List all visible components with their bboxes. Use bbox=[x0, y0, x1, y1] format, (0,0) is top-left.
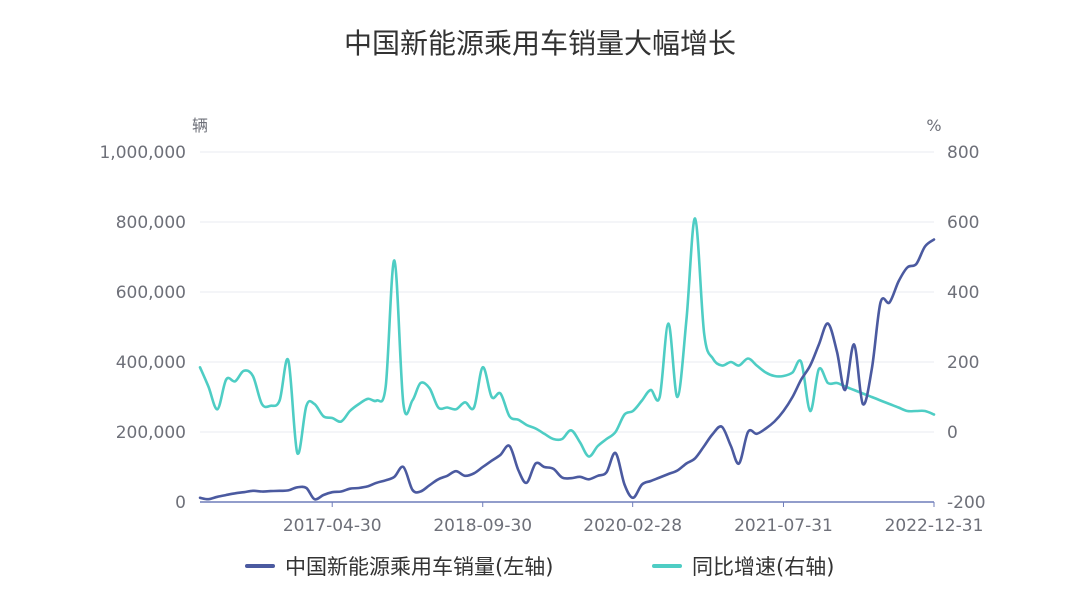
legend-label-growth: 同比增速(右轴) bbox=[692, 555, 835, 579]
legend-swatch-growth bbox=[652, 564, 682, 568]
right-tick-label: 600 bbox=[947, 213, 979, 233]
legend: 中国新能源乘用车销量(左轴) 同比增速(右轴) bbox=[0, 551, 1080, 583]
legend-item-sales[interactable]: 中国新能源乘用车销量(左轴) bbox=[245, 551, 553, 581]
x-tick-label: 2021-07-31 bbox=[734, 516, 833, 536]
left-tick-label: 800,000 bbox=[116, 213, 186, 233]
left-tick-label: 0 bbox=[175, 493, 186, 513]
right-tick-label: 400 bbox=[947, 283, 979, 303]
left-tick-label: 200,000 bbox=[116, 423, 186, 443]
x-tick-label: 2020-02-28 bbox=[583, 516, 682, 536]
right-tick-label: 0 bbox=[947, 423, 958, 443]
right-tick-label: -200 bbox=[947, 493, 986, 513]
legend-item-growth[interactable]: 同比增速(右轴) bbox=[652, 551, 834, 581]
x-axis: 2017-04-30 2018-09-30 2020-02-28 2021-07-31… bbox=[283, 502, 984, 536]
legend-swatch-sales bbox=[245, 564, 275, 568]
left-tick-label: 1,000,000 bbox=[99, 143, 186, 163]
chart-title: 中国新能源乘用车销量大幅增长 bbox=[343, 27, 736, 60]
left-axis-unit: 辆 bbox=[192, 116, 208, 135]
legend-label-sales: 中国新能源乘用车销量(左轴) bbox=[285, 555, 554, 579]
right-tick-label: 200 bbox=[947, 353, 979, 373]
left-axis: 0 200,000 400,000 600,000 800,000 1,000,000 bbox=[99, 143, 186, 513]
left-tick-label: 600,000 bbox=[116, 283, 186, 303]
x-tick-label: 2018-09-30 bbox=[433, 516, 532, 536]
x-tick-label: 2022-12-31 bbox=[885, 516, 984, 536]
right-axis: -200 0 200 400 600 800 bbox=[947, 143, 986, 513]
x-tick-label: 2017-04-30 bbox=[283, 516, 382, 536]
left-tick-label: 400,000 bbox=[116, 353, 186, 373]
series-lines bbox=[198, 217, 936, 501]
series-line-growth bbox=[198, 217, 936, 458]
series-line-sales bbox=[198, 238, 936, 501]
right-axis-unit: % bbox=[926, 116, 941, 135]
right-tick-label: 800 bbox=[947, 143, 979, 163]
